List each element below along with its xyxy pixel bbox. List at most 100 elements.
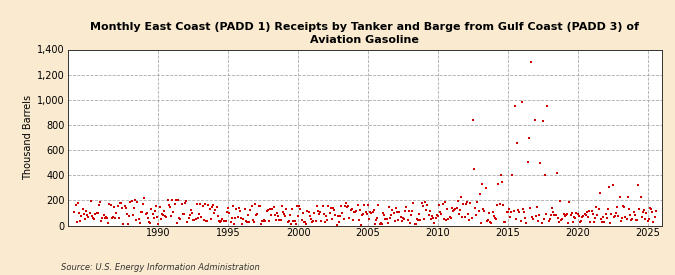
Point	[582, 210, 593, 214]
Point	[543, 219, 554, 223]
Point	[310, 218, 321, 223]
Point	[507, 173, 518, 177]
Point	[174, 216, 185, 221]
Point	[242, 213, 253, 217]
Point	[458, 202, 469, 206]
Point	[556, 218, 567, 222]
Point	[433, 214, 443, 218]
Point	[360, 210, 371, 214]
Point	[315, 210, 325, 214]
Point	[548, 210, 559, 214]
Point	[76, 214, 87, 218]
Point	[466, 216, 477, 221]
Point	[159, 209, 169, 213]
Point	[329, 208, 340, 212]
Point	[366, 211, 377, 215]
Point	[563, 220, 574, 225]
Point	[252, 212, 263, 216]
Point	[534, 213, 545, 217]
Point	[200, 218, 211, 223]
Point	[410, 221, 421, 226]
Text: Source: U.S. Energy Information Administration: Source: U.S. Energy Information Administ…	[61, 263, 259, 272]
Point	[250, 202, 261, 206]
Point	[526, 60, 537, 64]
Point	[370, 222, 381, 226]
Point	[254, 204, 265, 208]
Point	[374, 221, 385, 226]
Point	[362, 203, 373, 208]
Point	[234, 206, 244, 210]
Point	[205, 207, 215, 211]
Point	[198, 217, 209, 222]
Point	[591, 205, 601, 209]
Point	[277, 210, 288, 214]
Point	[414, 212, 425, 216]
Point	[96, 219, 107, 223]
Point	[99, 215, 110, 220]
Point	[353, 218, 364, 222]
Point	[562, 211, 572, 216]
Point	[162, 198, 173, 203]
Point	[486, 221, 497, 225]
Point	[293, 213, 304, 218]
Point	[635, 194, 646, 199]
Point	[289, 218, 300, 223]
Point	[219, 218, 230, 223]
Point	[641, 211, 652, 216]
Point	[628, 210, 639, 214]
Point	[640, 217, 651, 222]
Point	[115, 200, 126, 205]
Point	[313, 209, 323, 214]
Point	[494, 202, 505, 206]
Point	[380, 217, 391, 222]
Point	[119, 204, 130, 208]
Point	[385, 216, 396, 221]
Point	[489, 214, 500, 218]
Title: Monthly East Coast (PADD 1) Receipts by Tanker and Barge from Gulf Coast (PADD 3: Monthly East Coast (PADD 1) Receipts by …	[90, 22, 639, 45]
Point	[166, 214, 177, 219]
Point	[72, 220, 82, 225]
Point	[531, 205, 542, 210]
Point	[603, 206, 614, 211]
Point	[210, 208, 221, 212]
Point	[612, 205, 622, 209]
Point	[599, 220, 610, 224]
Point	[478, 207, 489, 211]
Point	[187, 211, 198, 215]
Point	[477, 182, 487, 186]
Point	[337, 211, 348, 215]
Point	[73, 201, 84, 205]
Point	[456, 194, 466, 199]
Point	[400, 208, 410, 213]
Point	[155, 217, 166, 221]
Point	[184, 213, 195, 217]
Point	[613, 214, 624, 218]
Point	[267, 207, 278, 211]
Point	[327, 217, 338, 221]
Point	[123, 221, 134, 226]
Point	[167, 198, 178, 202]
Point	[449, 208, 460, 212]
Point	[343, 204, 354, 208]
Point	[287, 207, 298, 211]
Point	[621, 217, 632, 222]
Point	[592, 213, 603, 218]
Point	[200, 202, 211, 206]
Point	[274, 218, 285, 222]
Point	[282, 220, 293, 224]
Point	[325, 206, 336, 211]
Point	[467, 118, 478, 122]
Point	[650, 209, 661, 213]
Point	[429, 220, 440, 225]
Point	[454, 212, 464, 216]
Point	[218, 219, 229, 224]
Point	[398, 216, 408, 220]
Point	[253, 204, 264, 208]
Point	[378, 211, 389, 215]
Point	[479, 208, 490, 213]
Point	[181, 199, 192, 203]
Point	[309, 211, 320, 215]
Point	[130, 198, 140, 202]
Point	[350, 210, 360, 214]
Point	[268, 204, 279, 209]
